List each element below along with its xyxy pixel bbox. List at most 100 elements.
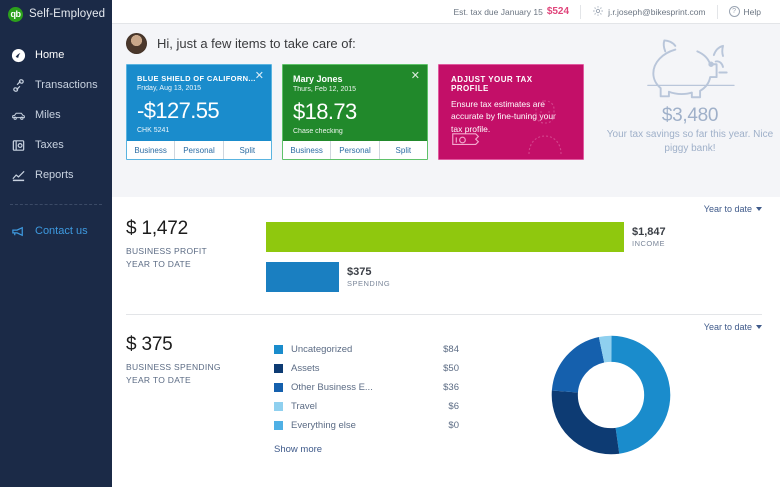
- legend-value: $84: [443, 344, 459, 355]
- sidebar-item-label: Taxes: [35, 139, 64, 151]
- split-button[interactable]: Split: [395, 145, 412, 155]
- income-bar-labels: $1,847 INCOME: [632, 226, 666, 248]
- promo-card-body: ADJUST YOUR TAX PROFILE Ensure tax estim…: [439, 65, 583, 159]
- brand[interactable]: qb Self-Employed: [0, 0, 112, 28]
- spending-range-picker[interactable]: Year to date: [704, 322, 762, 332]
- merchant-name: Mary Jones: [293, 74, 343, 84]
- donut-segment[interactable]: [551, 335, 670, 455]
- donut-segment[interactable]: [551, 335, 670, 455]
- sidebar: qb Self-Employed Home Transactions: [0, 0, 112, 487]
- spending-bar-labels: $375 SPENDING: [347, 266, 390, 288]
- donut-segment[interactable]: [551, 335, 670, 455]
- sidebar-item-label: Reports: [35, 169, 74, 181]
- income-bar[interactable]: [266, 222, 624, 252]
- home-icon: [11, 48, 26, 63]
- contact-us-label: Contact us: [35, 225, 88, 237]
- help-label: Help: [743, 6, 761, 17]
- profit-sublabel: BUSINESS PROFIT YEAR TO DATE: [126, 245, 266, 271]
- profit-sublabel-line2: YEAR TO DATE: [126, 258, 192, 269]
- transaction-card[interactable]: ✕ BLUE SHIELD OF CALIFORN... Friday, Aug…: [126, 64, 272, 160]
- account-menu[interactable]: j.r.joseph@bikesprint.com: [581, 0, 716, 24]
- sidebar-nav: Home Transactions: [0, 40, 112, 190]
- merchant-name: BLUE SHIELD OF CALIFORN...: [137, 74, 256, 83]
- split-button[interactable]: Split: [239, 145, 256, 155]
- sidebar-item-label: Transactions: [35, 79, 98, 91]
- transaction-date: Thurs, Feb 12, 2015: [293, 86, 357, 93]
- profit-amount: $ 1,472: [126, 218, 188, 239]
- legend-label: Other Business E...: [291, 382, 373, 393]
- business-button[interactable]: Business: [283, 141, 332, 159]
- help-menu[interactable]: ? Help: [718, 0, 772, 24]
- transaction-amount: -$127.55: [137, 98, 220, 123]
- tax-savings-caption: Your tax savings so far this year. Nice …: [606, 129, 774, 154]
- profit-sublabel-line1: BUSINESS PROFIT: [126, 246, 208, 256]
- greeting-text: Hi, just a few items to take care of:: [157, 36, 356, 51]
- legend-item[interactable]: Everything else $0: [274, 416, 459, 435]
- profit-bar-chart: $1,847 INCOME $375 SPENDING: [266, 218, 762, 292]
- megaphone-icon: [11, 224, 26, 239]
- tax-due-amount: $524: [546, 6, 570, 17]
- avatar: [126, 33, 147, 54]
- profit-range-picker[interactable]: Year to date: [704, 204, 762, 214]
- sidebar-item-contact-us[interactable]: Contact us: [0, 216, 112, 246]
- sidebar-item-label: Miles: [35, 109, 61, 121]
- main-content: Est. tax due January 15 $524 j.r.joseph@…: [112, 0, 780, 487]
- transaction-card-body: ✕ BLUE SHIELD OF CALIFORN... Friday, Aug…: [127, 65, 271, 141]
- legend-label: Uncategorized: [291, 344, 353, 355]
- reports-chart-icon: [11, 168, 26, 183]
- account-email: j.r.joseph@bikesprint.com: [608, 6, 706, 17]
- personal-button[interactable]: Personal: [331, 141, 380, 159]
- legend-item[interactable]: Uncategorized $84: [274, 340, 459, 359]
- transaction-amount: $18.73: [293, 99, 357, 124]
- spending-range-label: Year to date: [703, 322, 752, 332]
- sidebar-item-transactions[interactable]: Transactions: [0, 70, 112, 100]
- sidebar-item-home[interactable]: Home: [0, 40, 112, 70]
- card-actions: Business Personal Split: [283, 141, 427, 159]
- transaction-card[interactable]: ✕ Mary Jones Thurs, Feb 12, 2015 $18.73 …: [282, 64, 428, 160]
- profit-range-label: Year to date: [703, 204, 752, 214]
- legend-item[interactable]: Assets $50: [274, 359, 459, 378]
- business-spending-section: Year to date $ 375 BUSINESS SPENDING YEA…: [112, 315, 780, 456]
- piggy-bank-icon: [634, 39, 746, 103]
- transaction-account: CHK 5241: [137, 127, 170, 134]
- person-outline-icon: [523, 98, 567, 159]
- profit-summary: $ 1,472 BUSINESS PROFIT YEAR TO DATE: [126, 218, 266, 292]
- question-circle-icon: ?: [728, 6, 740, 17]
- topbar: Est. tax due January 15 $524 j.r.joseph@…: [112, 0, 780, 24]
- legend-item[interactable]: Other Business E... $36: [274, 378, 459, 397]
- spending-row: $ 375 BUSINESS SPENDING YEAR TO DATE Unc…: [126, 315, 762, 456]
- business-button[interactable]: Business: [127, 141, 176, 159]
- income-label: INCOME: [632, 239, 665, 248]
- sidebar-item-taxes[interactable]: Taxes: [0, 130, 112, 160]
- tax-savings-widget: $3,480 Your tax savings so far this year…: [600, 34, 780, 156]
- greeting-band: Hi, just a few items to take care of: ✕ …: [112, 24, 780, 197]
- profit-row: $ 1,472 BUSINESS PROFIT YEAR TO DATE $1,…: [126, 197, 762, 292]
- legend-label: Travel: [291, 401, 318, 412]
- action-cards: ✕ BLUE SHIELD OF CALIFORN... Friday, Aug…: [126, 64, 780, 160]
- legend-item[interactable]: Travel $6: [274, 397, 459, 416]
- business-profit-section: Year to date $ 1,472 BUSINESS PROFIT YEA…: [112, 197, 780, 292]
- donut-svg[interactable]: [550, 334, 672, 456]
- spending-bar-row: $375 SPENDING: [266, 252, 762, 292]
- chevron-down-icon: [756, 207, 762, 211]
- car-icon: [11, 108, 26, 123]
- sidebar-item-miles[interactable]: Miles: [0, 100, 112, 130]
- personal-button[interactable]: Personal: [175, 141, 224, 159]
- close-icon[interactable]: ✕: [410, 70, 420, 82]
- promo-title: ADJUST YOUR TAX PROFILE: [451, 75, 533, 93]
- tax-savings-amount: $3,480: [661, 105, 719, 126]
- chevron-down-icon: [756, 325, 762, 329]
- transaction-card-body: ✕ Mary Jones Thurs, Feb 12, 2015 $18.73 …: [283, 65, 427, 141]
- greeting: Hi, just a few items to take care of:: [126, 24, 780, 54]
- spending-bar[interactable]: [266, 262, 339, 292]
- estimated-tax-due[interactable]: Est. tax due January 15 $524: [443, 0, 581, 24]
- income-value: $1,847: [632, 226, 666, 238]
- sidebar-divider: [10, 204, 102, 205]
- sidebar-item-reports[interactable]: Reports: [0, 160, 112, 190]
- tax-profile-promo-card[interactable]: ADJUST YOUR TAX PROFILE Ensure tax estim…: [438, 64, 584, 160]
- show-more-link[interactable]: Show more: [274, 444, 323, 455]
- brand-name: Self-Employed: [29, 8, 106, 20]
- close-icon[interactable]: ✕: [254, 70, 264, 82]
- spending-amount: $ 375: [126, 334, 173, 355]
- legend-value: $50: [443, 363, 459, 374]
